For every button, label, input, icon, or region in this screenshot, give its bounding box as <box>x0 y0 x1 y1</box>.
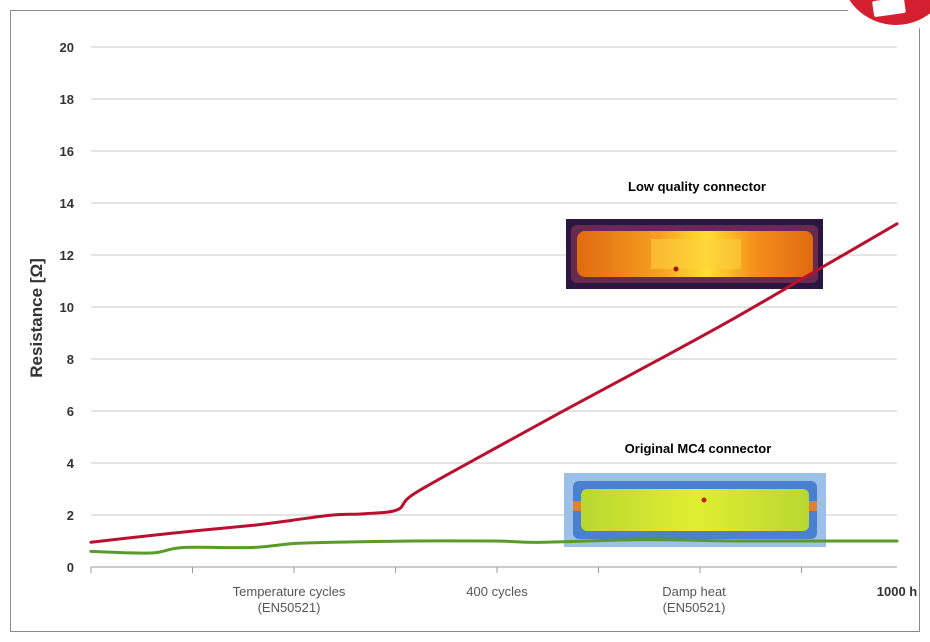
y-tick-label: 10 <box>60 300 74 315</box>
x-tick-label: 400 cycles <box>466 584 528 599</box>
x-tick-label: Temperature cycles <box>233 584 346 599</box>
series-lines <box>89 222 899 555</box>
y-tick-label: 2 <box>67 508 74 523</box>
series-line <box>89 538 899 555</box>
x-tick-labels: Temperature cycles(EN50521)400 cycles Dam… <box>233 584 918 615</box>
x-tick-label: Damp heat <box>662 584 726 599</box>
y-axis-label: Resistance [Ω] <box>27 258 46 377</box>
series-line <box>89 222 899 544</box>
y-tick-labels: 0 2 4 6 8 10 12 14 16 18 20 <box>60 40 75 575</box>
y-tick-label: 20 <box>60 40 74 55</box>
x-tick-label-sub: (EN50521) <box>663 600 726 615</box>
x-tick-label-sub: (EN50521) <box>258 600 321 615</box>
y-tick-label: 18 <box>60 92 74 107</box>
y-tick-label: 8 <box>67 352 74 367</box>
low-quality-label: Low quality connector <box>628 179 766 194</box>
y-tick-label: 6 <box>67 404 74 419</box>
y-tick-label: 4 <box>67 456 75 471</box>
y-tick-label: 12 <box>60 248 74 263</box>
x-tick-label: 1000 h <box>877 584 918 599</box>
mc4-thermal-image <box>564 473 826 547</box>
x-tick-marks <box>90 567 802 573</box>
chart-frame: 0 2 4 6 8 10 12 14 16 18 20 Temperature cycles (EN5… <box>10 0 930 632</box>
y-tick-label: 0 <box>67 560 74 575</box>
corner-badge <box>811 0 930 41</box>
y-tick-label: 16 <box>60 144 74 159</box>
mc4-label: Original MC4 connector <box>625 441 772 456</box>
y-tick-label: 14 <box>60 196 75 211</box>
low-quality-thermal-image <box>566 219 823 289</box>
